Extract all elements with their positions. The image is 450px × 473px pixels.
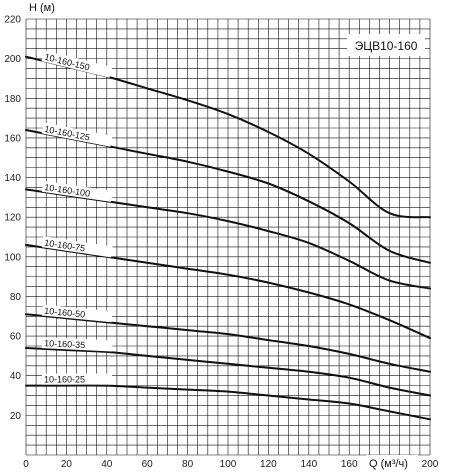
y-axis-title: H (м) bbox=[29, 2, 55, 14]
y-tick-label: 140 bbox=[4, 173, 21, 184]
x-tick-label: 100 bbox=[220, 459, 237, 470]
series-label-10-160-125: 10-160-125 bbox=[44, 124, 91, 143]
x-tick-label: 120 bbox=[260, 459, 277, 470]
x-tick-label: 140 bbox=[300, 459, 317, 470]
y-tick-label: 220 bbox=[4, 15, 21, 26]
series-label-bg bbox=[41, 122, 113, 147]
series-label-10-160-150: 10-160-150 bbox=[44, 52, 91, 73]
series-label-bg bbox=[41, 180, 113, 202]
chart-curves bbox=[25, 55, 431, 421]
x-axis-title-box bbox=[366, 455, 418, 471]
y-tick-label: 60 bbox=[10, 332, 22, 343]
series-label-bg bbox=[41, 304, 113, 323]
x-tick-label: 160 bbox=[341, 459, 358, 470]
chart-title: ЭЦВ10-160 bbox=[355, 39, 418, 53]
chart-labels: 10-160-15010-160-12510-160-10010-160-751… bbox=[41, 50, 113, 385]
series-line-10-160-75 bbox=[25, 243, 431, 340]
y-tick-label: 100 bbox=[4, 252, 21, 263]
y-axis-title-box bbox=[26, 0, 60, 14]
series-label-bg bbox=[42, 373, 112, 385]
title-box bbox=[347, 34, 425, 56]
y-tick-label: 160 bbox=[4, 133, 21, 144]
x-tick-label: 200 bbox=[422, 459, 439, 470]
series-label-bg bbox=[41, 337, 113, 352]
series-line-10-160-50 bbox=[25, 313, 431, 373]
x-tick-label: 20 bbox=[61, 459, 73, 470]
x-tick-label: 80 bbox=[182, 459, 194, 470]
series-label-10-160-35: 10-160-35 bbox=[44, 338, 85, 350]
series-label-bg bbox=[41, 50, 113, 78]
x-axis-title: Q (м³/ч) bbox=[369, 458, 408, 470]
series-label-10-160-50: 10-160-50 bbox=[44, 306, 86, 320]
y-tick-label: 120 bbox=[4, 213, 21, 224]
x-tick-label: 40 bbox=[101, 459, 113, 470]
series-line-10-160-35 bbox=[25, 347, 431, 397]
y-tick-label: 80 bbox=[10, 292, 22, 303]
y-tick-label: 40 bbox=[10, 371, 22, 382]
x-tick-label: 0 bbox=[23, 459, 29, 470]
series-label-10-160-25: 10-160-25 bbox=[44, 375, 85, 385]
series-line-10-160-100 bbox=[25, 188, 431, 290]
y-tick-label: 200 bbox=[4, 54, 21, 65]
y-tick-label: 180 bbox=[4, 94, 21, 105]
x-tick-label: 60 bbox=[142, 459, 154, 470]
y-tick-label: 20 bbox=[10, 411, 22, 422]
series-line-10-160-25 bbox=[25, 384, 431, 421]
series-label-bg bbox=[41, 236, 113, 258]
